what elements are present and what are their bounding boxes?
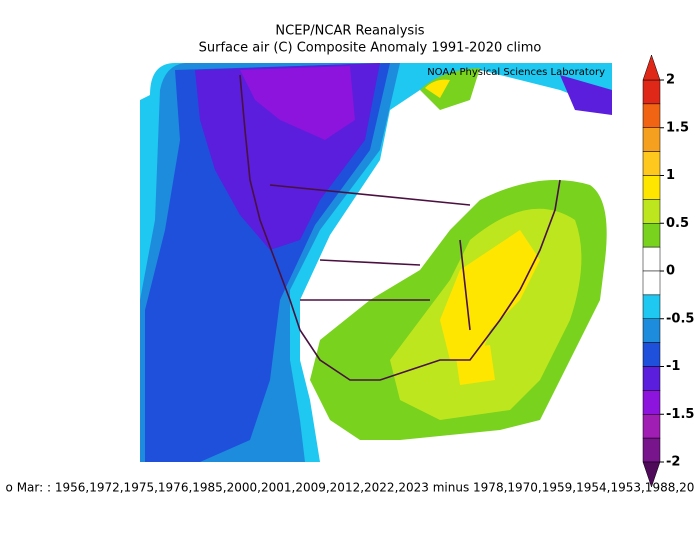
colorbar-tick-label: 0.5: [666, 216, 689, 231]
coastline: [239, 74, 561, 381]
anomaly-yellow: [440, 230, 540, 360]
colorbar-tick-label: -0.5: [666, 311, 694, 326]
colorbar-bin: [642, 151, 661, 176]
anomaly-magenta: [240, 66, 355, 140]
colorbar-bin: [642, 390, 661, 415]
colorbar-under: [642, 461, 661, 488]
anomaly-purple-ne: [560, 75, 612, 115]
colorbar-over: [642, 54, 661, 81]
colorbar-bin: [642, 414, 661, 439]
colorbar-tick-label: 1: [666, 168, 675, 183]
subtitle: Surface air (C) Composite Anomaly 1991-2…: [199, 41, 542, 56]
colorbar-tick-label: 2: [666, 73, 675, 88]
colorbar-bin: [642, 342, 661, 367]
colorbar-bin: [642, 127, 661, 152]
map: [140, 63, 612, 462]
anomaly-yellow-gulf: [455, 345, 495, 385]
colorbar-tick-label: -2: [666, 455, 680, 470]
colorbar-bin: [642, 103, 661, 128]
colorbar-tick-label: -1: [666, 359, 680, 374]
colorbar-bin: [642, 294, 661, 319]
colorbar: 2 1.5 1 0.5 0 -0.5 -1 -1.5 -2: [642, 54, 694, 488]
colorbar-tick-label: -1.5: [666, 407, 694, 422]
anomaly-yellow-n: [425, 79, 450, 98]
colorbar-bin: [642, 223, 661, 248]
colorbar-bin: [642, 270, 661, 296]
colorbar-bin: [642, 366, 661, 391]
colorbar-bin: [642, 246, 661, 272]
colorbar-bin: [642, 175, 661, 200]
colorbar-tick-label: 1.5: [666, 120, 689, 135]
borders: [269, 184, 471, 331]
anomaly-green-n: [420, 68, 480, 110]
footer-text: o Mar: : 1956,1972,1975,1976,1985,2000,2…: [6, 481, 695, 495]
title: NCEP/NCAR Reanalysis: [275, 24, 424, 39]
colorbar-tick-label: 0: [666, 264, 675, 279]
colorbar-bin: [642, 79, 661, 105]
credit: NOAA Physical Sciences Laboratory: [427, 67, 605, 78]
colorbar-bin: [642, 318, 661, 343]
colorbar-bin: [642, 437, 661, 463]
colorbar-bin: [642, 199, 661, 224]
